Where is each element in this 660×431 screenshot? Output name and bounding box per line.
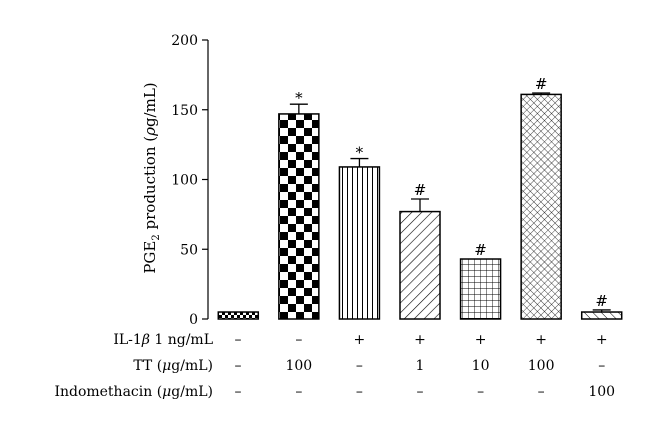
y-tick-label: 0: [189, 312, 198, 328]
bars: * * # # # #: [217, 75, 623, 320]
condition-value: –: [538, 384, 545, 400]
condition-value: –: [477, 384, 484, 400]
condition-value: 100: [588, 384, 615, 400]
significance-label: *: [356, 144, 364, 162]
condition-value: –: [235, 358, 242, 374]
bar: [580, 311, 623, 320]
significance-label: #: [474, 241, 487, 259]
condition-value: –: [235, 332, 242, 348]
bar: [338, 166, 381, 320]
significance-label: #: [535, 75, 548, 93]
condition-label: TT (μg/mL): [133, 358, 213, 374]
y-axis-title: PGE2 production (ρg/mL): [141, 82, 162, 273]
condition-label: IL-1β 1 ng/mL: [113, 332, 213, 348]
y-tick-label: 50: [180, 242, 198, 258]
significance-label: #: [595, 292, 608, 310]
condition-value: +: [475, 332, 487, 348]
y-tick-label: 100: [171, 173, 198, 189]
condition-value: 100: [528, 358, 555, 374]
condition-value: +: [354, 332, 366, 348]
condition-value: +: [596, 332, 608, 348]
condition-value: –: [295, 332, 302, 348]
condition-value: +: [535, 332, 547, 348]
condition-value: 100: [285, 358, 312, 374]
bar: [217, 311, 260, 320]
condition-value: –: [356, 358, 363, 374]
condition-value: –: [356, 384, 363, 400]
condition-value: –: [598, 358, 605, 374]
significance-label: *: [295, 89, 303, 107]
y-tick-label: 150: [171, 103, 198, 119]
bar: [399, 210, 441, 320]
y-axis: 0 50 100 150 200: [171, 33, 209, 328]
bar: [278, 113, 320, 320]
significance-label: #: [414, 181, 427, 199]
condition-table: IL-1β 1 ng/mL – – + + + + + TT (μg/mL) – 100 – 1 10 10…: [54, 332, 615, 400]
y-tick-label: 200: [171, 33, 198, 49]
bar: [520, 93, 562, 320]
condition-value: 1: [416, 358, 425, 374]
condition-value: –: [295, 384, 302, 400]
bar: [459, 258, 502, 320]
condition-value: 10: [472, 358, 490, 374]
condition-value: –: [235, 384, 242, 400]
condition-label: Indomethacin (μg/mL): [54, 384, 213, 400]
condition-value: –: [417, 384, 424, 400]
condition-value: +: [414, 332, 426, 348]
